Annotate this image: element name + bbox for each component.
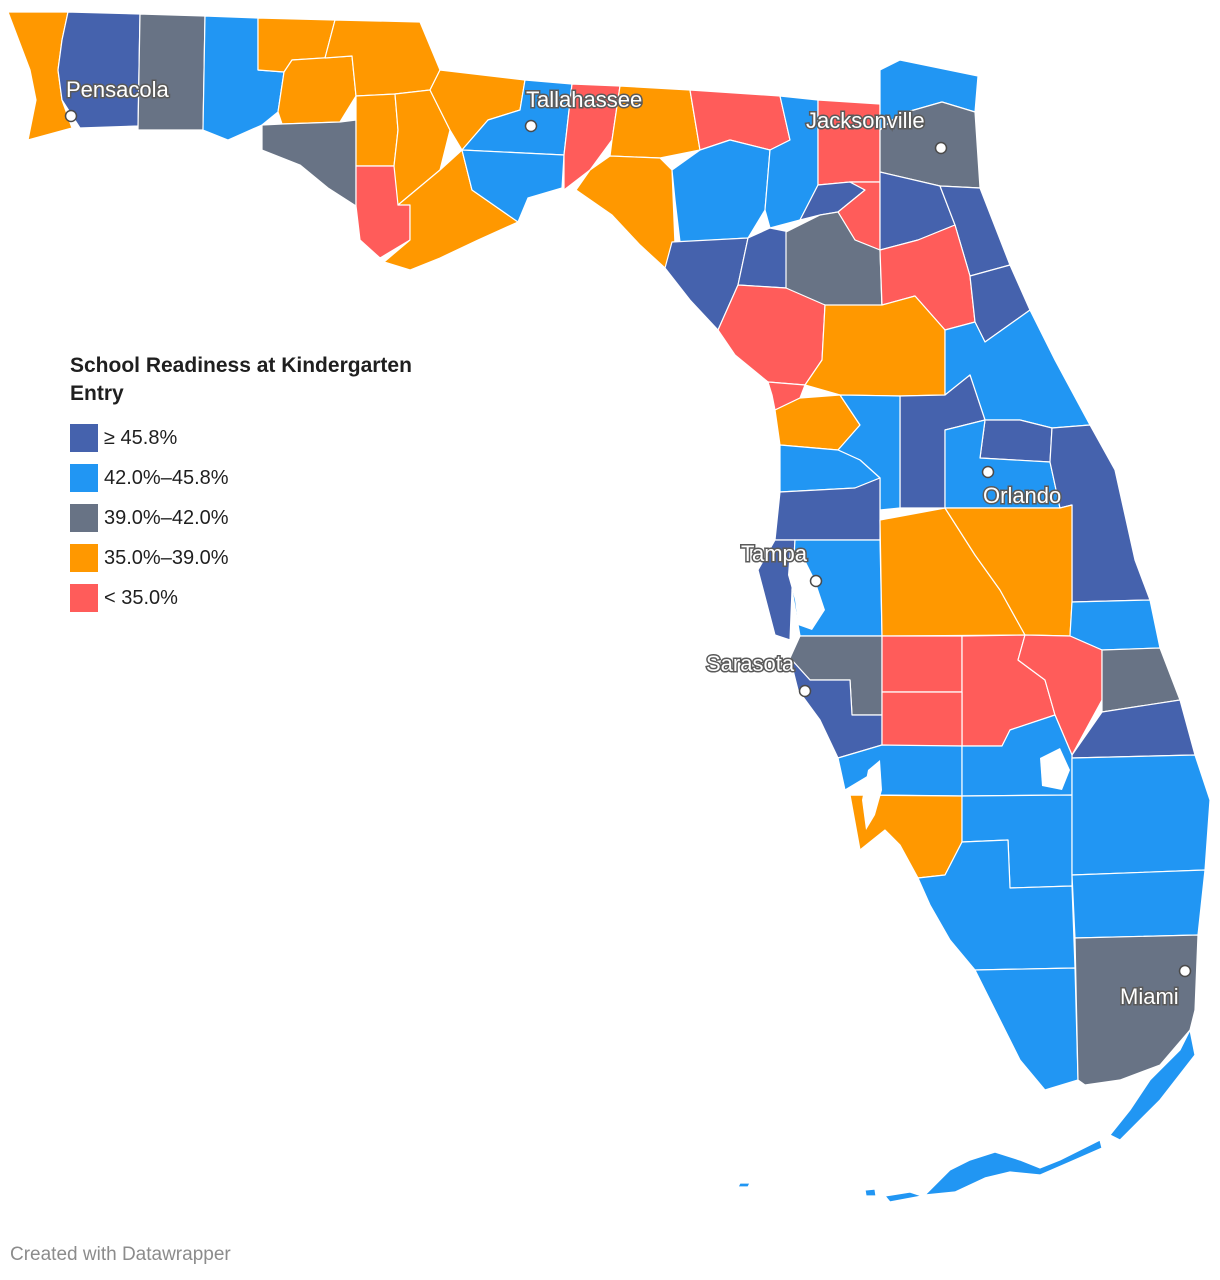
city-dot xyxy=(64,109,78,123)
legend: School Readiness at Kindergarten Entry ≥… xyxy=(70,352,490,618)
city-dot xyxy=(981,465,995,479)
county-hamilton[interactable] xyxy=(689,89,791,151)
county-monroe-keys[interactable] xyxy=(1109,1029,1196,1141)
city-orlando[interactable]: Orlando xyxy=(981,465,1063,510)
legend-label: 39.0%–42.0% xyxy=(104,506,229,529)
city-label: Tallahassee xyxy=(526,87,642,112)
county-miami-dade[interactable] xyxy=(1074,934,1199,1086)
city-dot xyxy=(1178,964,1192,978)
city-sarasota[interactable]: Sarasota xyxy=(705,650,812,698)
legend-title: School Readiness at Kindergarten Entry xyxy=(70,354,412,405)
lake-okeechobee xyxy=(1040,748,1070,790)
charlotte-harbor xyxy=(862,760,882,830)
city-dot xyxy=(798,684,812,698)
county-hardee[interactable] xyxy=(881,635,963,693)
city-label: Tampa xyxy=(741,541,808,566)
legend-swatch xyxy=(70,464,98,492)
legend-item-3: 35.0%–39.0% xyxy=(70,538,490,578)
county-bay[interactable] xyxy=(261,119,357,207)
city-label: Pensacola xyxy=(66,77,170,102)
legend-item-0: ≥ 45.8% xyxy=(70,418,490,458)
city-label: Orlando xyxy=(983,483,1061,508)
county-charlotte[interactable] xyxy=(837,744,963,797)
county-levy[interactable] xyxy=(767,381,806,411)
counties xyxy=(7,11,1211,1203)
legend-swatch xyxy=(70,504,98,532)
city-markers: Pensacola Tallahassee Jacksonville Orlan… xyxy=(64,76,1192,1011)
county-washington[interactable] xyxy=(277,55,357,125)
county-taylor[interactable] xyxy=(575,155,676,269)
county-okaloosa[interactable] xyxy=(137,13,206,131)
legend-item-1: 42.0%–45.8% xyxy=(70,458,490,498)
city-jacksonville[interactable]: Jacksonville xyxy=(805,107,948,155)
city-dot xyxy=(524,119,538,133)
county-suwannee[interactable] xyxy=(671,139,771,243)
water-bodies xyxy=(788,548,1070,830)
county-monroe-keys-lower[interactable] xyxy=(924,1139,1103,1196)
county-calhoun[interactable] xyxy=(355,93,399,167)
county-desoto[interactable] xyxy=(881,691,963,747)
city-label: Sarasota xyxy=(706,651,795,676)
legend-label: 35.0%–39.0% xyxy=(104,546,229,569)
county-dixie[interactable] xyxy=(717,284,826,386)
legend-item-4: < 35.0% xyxy=(70,578,490,618)
city-label: Jacksonville xyxy=(806,108,925,133)
county-marion[interactable] xyxy=(804,295,946,397)
legend-swatch xyxy=(70,424,98,452)
city-dot xyxy=(934,141,948,155)
city-dot xyxy=(809,574,823,588)
county-monroe-mainland[interactable] xyxy=(974,967,1079,1091)
county-monroe-keys-islet[interactable] xyxy=(864,1188,877,1197)
city-label: Miami xyxy=(1120,984,1179,1009)
legend-item-2: 39.0%–42.0% xyxy=(70,498,490,538)
city-pensacola[interactable]: Pensacola xyxy=(64,76,171,123)
city-tampa[interactable]: Tampa xyxy=(740,540,823,588)
legend-label: ≥ 45.8% xyxy=(104,426,178,449)
legend-swatch xyxy=(70,584,98,612)
county-monroe-keys-dry[interactable] xyxy=(737,1182,751,1188)
county-broward[interactable] xyxy=(1071,869,1206,939)
county-pasco[interactable] xyxy=(774,477,881,541)
legend-swatch xyxy=(70,544,98,572)
legend-label: 42.0%–45.8% xyxy=(104,466,229,489)
county-franklin[interactable] xyxy=(383,149,519,271)
tampa-bay xyxy=(788,548,825,630)
credit-link[interactable]: Created with Datawrapper xyxy=(10,1244,231,1265)
city-miami[interactable]: Miami xyxy=(1119,964,1192,1011)
city-tallahassee[interactable]: Tallahassee xyxy=(524,86,644,133)
county-palm-beach[interactable] xyxy=(1071,754,1211,876)
county-seminole[interactable] xyxy=(979,419,1053,463)
legend-label: < 35.0% xyxy=(104,586,178,609)
county-monroe-keys-west[interactable] xyxy=(884,1191,923,1203)
